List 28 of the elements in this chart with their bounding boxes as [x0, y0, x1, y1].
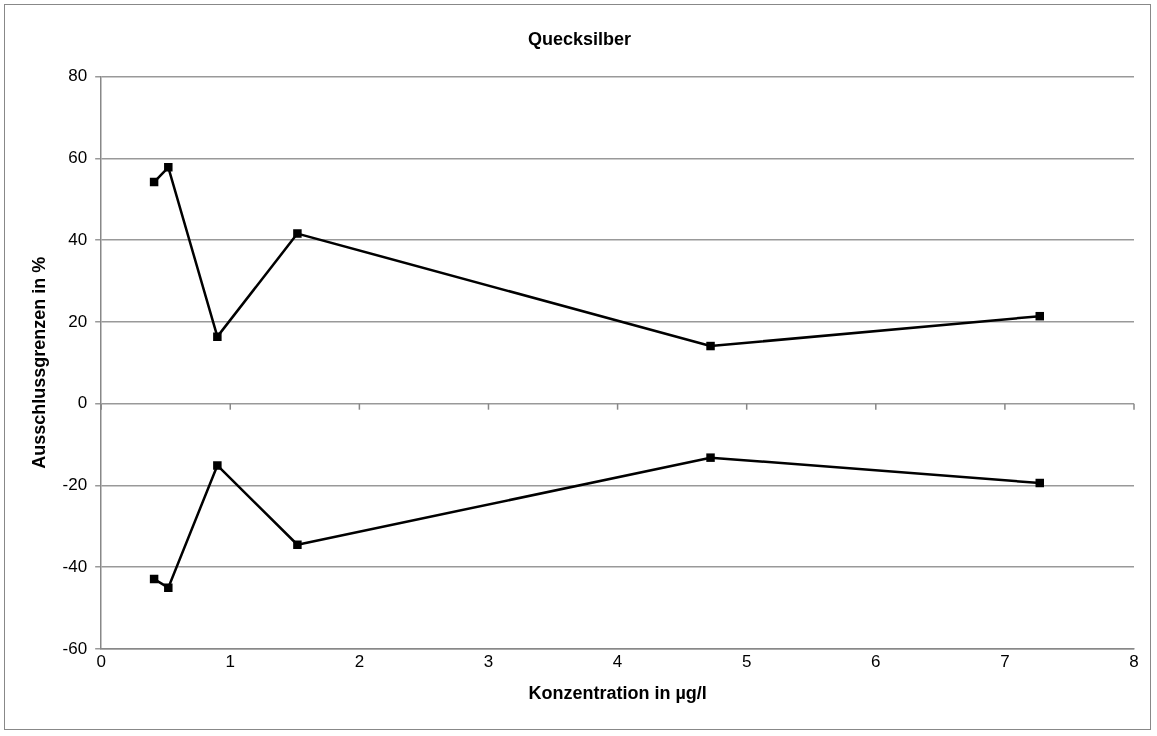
point [293, 229, 302, 238]
point [706, 453, 715, 462]
y-tick-label: -20 [62, 475, 88, 495]
point [213, 461, 222, 470]
point [706, 341, 715, 351]
x-tick-label: 4 [612, 651, 623, 671]
point [164, 583, 173, 592]
y-tick-label: 60 [68, 148, 88, 168]
point [164, 163, 173, 172]
x-tick-label: 7 [1000, 651, 1010, 671]
y-tick-label: -60 [62, 638, 88, 658]
x-tick-label: 8 [1129, 651, 1139, 671]
y-tick-label: 0 [77, 393, 88, 413]
y-axis-title: Ausschlussgrenzen in % [28, 256, 49, 469]
x-tick-label: 6 [871, 651, 881, 671]
x-axis-title: Konzentration in µg/l [528, 683, 707, 704]
x-tick-label: 1 [225, 651, 236, 671]
x-tick-label: 2 [354, 651, 365, 671]
y-tick-label: 40 [68, 229, 88, 249]
x-tick-label: 5 [741, 651, 752, 671]
x-tick-label: 3 [483, 651, 494, 671]
x-tick-label: 0 [96, 651, 106, 671]
chart-title: Quecksilber [527, 28, 632, 49]
point [213, 332, 222, 341]
point [293, 540, 302, 549]
y-tick-label: 80 [68, 66, 88, 86]
y-tick-label: 20 [68, 311, 88, 331]
y-tick-label: -40 [62, 556, 88, 576]
